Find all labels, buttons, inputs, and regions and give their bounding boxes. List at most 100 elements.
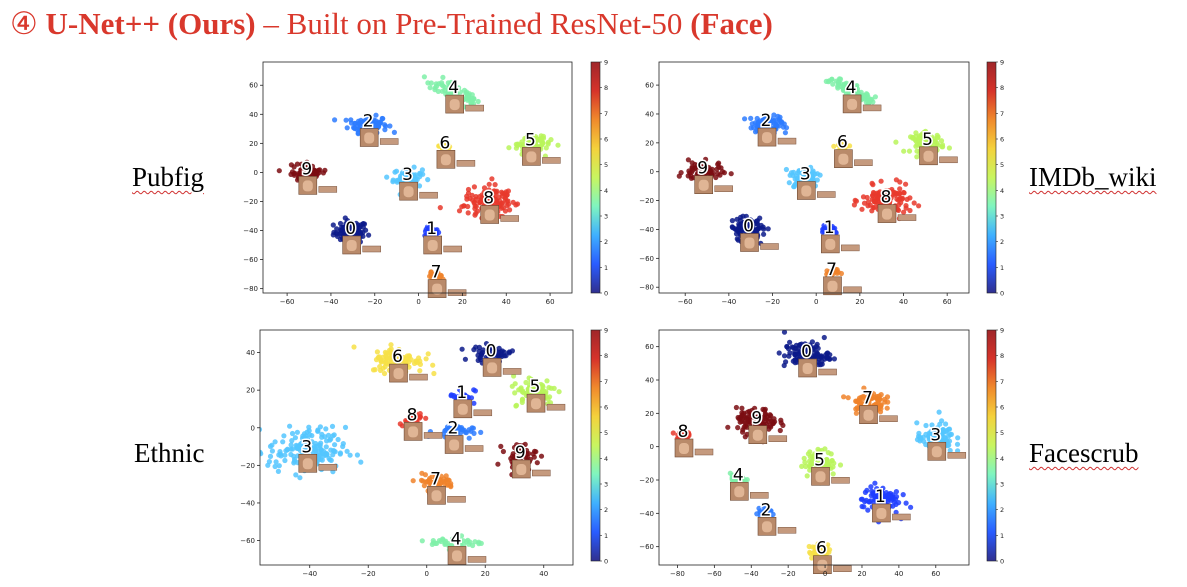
point-cluster-5 bbox=[824, 458, 830, 464]
colorbar-tick-label: 3 bbox=[1000, 481, 1004, 489]
colorbar-tick-label: 1 bbox=[1000, 264, 1004, 272]
title-bold-suffix: (Face) bbox=[690, 6, 773, 41]
point-cluster-2 bbox=[761, 511, 767, 517]
point-cluster-0 bbox=[819, 358, 825, 364]
x-tick-label: 0 bbox=[823, 570, 827, 578]
point-cluster-8 bbox=[893, 177, 900, 183]
point-cluster-4 bbox=[853, 84, 859, 90]
face-thumbnail-skin bbox=[516, 464, 527, 475]
point-cluster-7 bbox=[410, 478, 416, 484]
cluster-label-2: 2 bbox=[448, 419, 459, 439]
point-cluster-8 bbox=[507, 207, 513, 213]
point-cluster-1 bbox=[893, 509, 899, 515]
point-cluster-3 bbox=[276, 452, 282, 458]
point-cluster-8 bbox=[882, 188, 888, 195]
point-cluster-1 bbox=[874, 486, 880, 492]
point-cluster-5 bbox=[807, 467, 813, 473]
point-cluster-5 bbox=[513, 402, 520, 408]
point-cluster-3 bbox=[936, 409, 942, 415]
point-cluster-6 bbox=[413, 358, 419, 364]
point-cluster-7 bbox=[833, 266, 839, 272]
colorbar-tick-label: 8 bbox=[604, 84, 608, 92]
point-cluster-3 bbox=[411, 164, 417, 170]
point-cluster-3 bbox=[783, 166, 790, 173]
point-cluster-6 bbox=[378, 357, 384, 363]
eye-strip bbox=[947, 452, 967, 459]
y-tick-label: 0 bbox=[650, 168, 654, 176]
point-cluster-2 bbox=[767, 117, 773, 123]
point-cluster-7 bbox=[885, 399, 891, 405]
point-cluster-5 bbox=[807, 449, 813, 455]
point-cluster-4 bbox=[835, 85, 841, 91]
point-cluster-1 bbox=[426, 230, 432, 236]
cluster-label-7: 7 bbox=[826, 260, 837, 280]
point-cluster-1 bbox=[821, 228, 827, 234]
y-tick-label: −40 bbox=[639, 510, 654, 518]
point-cluster-9 bbox=[315, 167, 321, 173]
face-thumbnail-skin bbox=[815, 471, 826, 483]
point-cluster-5 bbox=[893, 139, 899, 145]
point-cluster-5 bbox=[819, 457, 826, 463]
points-group bbox=[670, 330, 961, 561]
cluster-label-9: 9 bbox=[697, 159, 708, 179]
point-cluster-9 bbox=[534, 460, 540, 466]
point-cluster-3 bbox=[946, 433, 952, 439]
point-cluster-0 bbox=[342, 215, 348, 221]
point-cluster-9 bbox=[538, 453, 545, 459]
point-cluster-3 bbox=[326, 455, 332, 461]
point-cluster-8 bbox=[471, 184, 477, 190]
point-cluster-3 bbox=[324, 451, 330, 457]
point-cluster-5 bbox=[922, 128, 929, 134]
point-cluster-8 bbox=[851, 202, 858, 208]
point-cluster-3 bbox=[331, 432, 337, 438]
point-cluster-6 bbox=[382, 364, 388, 370]
colorbar bbox=[986, 61, 997, 294]
point-cluster-3 bbox=[342, 424, 349, 430]
point-cluster-5 bbox=[906, 148, 913, 154]
point-cluster-7 bbox=[878, 406, 884, 412]
point-cluster-3 bbox=[390, 177, 396, 183]
point-cluster-0 bbox=[499, 353, 505, 360]
point-cluster-5 bbox=[548, 137, 554, 143]
x-tick-label: 40 bbox=[502, 298, 511, 306]
point-cluster-1 bbox=[908, 504, 914, 510]
point-cluster-0 bbox=[787, 339, 793, 345]
point-cluster-9 bbox=[703, 156, 709, 162]
face-thumbnail-skin bbox=[403, 186, 414, 198]
cluster-label-3: 3 bbox=[402, 165, 413, 185]
point-cluster-8 bbox=[489, 176, 495, 182]
face-thumbnail-skin bbox=[847, 98, 858, 110]
point-cluster-3 bbox=[337, 450, 343, 456]
face-thumbnail-skin bbox=[744, 237, 755, 249]
point-cluster-6 bbox=[810, 544, 816, 550]
cluster-label-7: 7 bbox=[430, 469, 441, 489]
cluster-label-4: 4 bbox=[448, 78, 459, 98]
colorbar-tick-label: 0 bbox=[604, 558, 608, 566]
point-cluster-3 bbox=[808, 173, 815, 179]
point-cluster-2 bbox=[752, 129, 759, 135]
point-cluster-2 bbox=[760, 503, 766, 509]
y-tick-label: −60 bbox=[639, 255, 654, 263]
point-cluster-2 bbox=[344, 125, 350, 131]
point-cluster-9 bbox=[749, 412, 755, 418]
y-tick-label: 20 bbox=[249, 140, 258, 148]
point-cluster-3 bbox=[289, 438, 295, 444]
cluster-label-4: 4 bbox=[451, 529, 462, 549]
face-thumbnail-skin bbox=[923, 150, 934, 162]
eye-strip bbox=[843, 286, 862, 294]
point-cluster-7 bbox=[445, 482, 452, 488]
point-cluster-3 bbox=[282, 452, 288, 458]
cluster-label-9: 9 bbox=[751, 409, 762, 429]
point-cluster-2 bbox=[778, 119, 784, 125]
point-cluster-9 bbox=[777, 427, 783, 434]
point-cluster-8 bbox=[907, 207, 913, 214]
point-cluster-4 bbox=[470, 542, 476, 549]
point-cluster-1 bbox=[874, 496, 880, 502]
title-middle: – Built on Pre-Trained ResNet-50 bbox=[255, 6, 691, 41]
point-cluster-4 bbox=[865, 95, 871, 102]
point-cluster-8 bbox=[416, 415, 423, 421]
point-cluster-4 bbox=[830, 81, 836, 87]
point-cluster-1 bbox=[893, 496, 899, 502]
point-cluster-3 bbox=[323, 444, 329, 450]
point-cluster-2 bbox=[457, 425, 463, 431]
